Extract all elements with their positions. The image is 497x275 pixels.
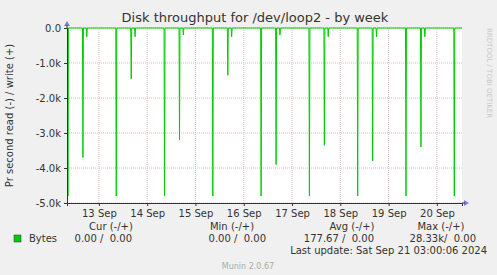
y-tick-label: 0.0: [45, 23, 61, 34]
stats-value: 0.00 / 0.00: [209, 233, 266, 244]
grid-line-x: [436, 28, 437, 203]
x-tick-label: 17 Sep: [275, 208, 310, 219]
grid-line-x: [340, 28, 341, 203]
y-axis-title: Pr second read (-) / write (+): [4, 44, 15, 187]
x-tick-mark: [389, 203, 390, 206]
grid-line-y: [67, 168, 462, 169]
stats-value: 28.33k/ 0.00: [410, 233, 476, 244]
x-tick-label: 19 Sep: [372, 208, 407, 219]
x-tick: 15 Sep: [179, 203, 214, 219]
x-axis: 13 Sep 14 Sep 15 Sep 16 Sep 17 Sep 18 Sep 19 S…: [68, 203, 463, 219]
x-tick: 17 Sep: [275, 203, 310, 219]
x-tick-mark: [340, 203, 341, 206]
background: [0, 0, 497, 275]
grid-line-x: [388, 28, 389, 203]
grid-line-x: [243, 28, 244, 203]
x-tick: 19 Sep: [372, 203, 407, 219]
watermark: RRDTOOL / TOBI OETIKER: [485, 28, 493, 118]
plot: [67, 28, 462, 196]
x-tick-label: 13 Sep: [82, 208, 117, 219]
x-tick-mark: [437, 203, 438, 206]
legend-label: Bytes: [29, 233, 57, 244]
y-tick-label: -3.0k: [36, 128, 62, 139]
grid: [67, 28, 462, 203]
y-tick: -3.0k: [36, 128, 67, 139]
stats-value: 0.00 / 0.00: [75, 233, 132, 244]
y-tick-label: -1.0k: [36, 58, 62, 69]
x-tick-mark: [195, 203, 196, 206]
y-tick-label: -4.0k: [36, 163, 62, 174]
y-tick: -5.0k: [36, 198, 67, 209]
last-update: Last update: Sat Sep 21 03:00:06 2024: [290, 245, 487, 256]
grid-line-y: [67, 98, 462, 99]
x-tick: 20 Sep: [420, 203, 455, 219]
y-tick: -4.0k: [36, 163, 67, 174]
y-tick: 0.0: [45, 23, 67, 34]
x-tick-label: 15 Sep: [179, 208, 214, 219]
series-line: [67, 28, 462, 196]
stats-header: Max (-/+): [417, 221, 464, 232]
grid-line-x: [195, 28, 196, 203]
x-tick-mark: [147, 203, 148, 206]
x-axis-line: [68, 204, 463, 207]
legend-swatch: [14, 235, 21, 242]
x-tick-label: 14 Sep: [130, 208, 165, 219]
y-tick: -1.0k: [36, 58, 67, 69]
y-tick-mark: [64, 168, 67, 169]
stats-header: Cur (-/+): [89, 221, 133, 232]
y-tick-label: -5.0k: [36, 198, 62, 209]
chart: 0.0 -1.0k -2.0k -3.0k -4.0k -5.0k 13 Sep 14 Sep…: [0, 0, 497, 275]
grid-line-y: [67, 133, 462, 134]
x-tick-mark: [99, 203, 100, 206]
y-tick-mark: [64, 133, 67, 134]
x-tick: 18 Sep: [323, 203, 358, 219]
title: Disk throughput for /dev/loop2 - by week: [122, 10, 389, 25]
grid-line-x: [98, 28, 99, 203]
grid-line-y: [67, 63, 462, 64]
x-tick-label: 20 Sep: [420, 208, 455, 219]
stats-header: Avg (-/+): [330, 221, 375, 232]
x-tick: 14 Sep: [130, 203, 165, 219]
y-tick: -2.0k: [36, 93, 67, 104]
y-tick-mark: [64, 63, 67, 64]
y-tick-label: -2.0k: [36, 93, 62, 104]
stats-value: 177.67 / 0.00: [304, 233, 374, 244]
footer: Munin 2.0.67: [222, 262, 274, 271]
x-tick-label: 16 Sep: [227, 208, 262, 219]
x-tick: 13 Sep: [82, 203, 117, 219]
grid-line-x: [292, 28, 293, 203]
x-tick-label: 18 Sep: [323, 208, 358, 219]
y-tick-mark: [64, 98, 67, 99]
x-tick-mark: [292, 203, 293, 206]
grid-line-x: [147, 28, 148, 203]
x-tick-mark: [244, 203, 245, 206]
y-tick-mark: [64, 28, 67, 29]
plot-area: [67, 28, 462, 203]
x-tick: 16 Sep: [227, 203, 262, 219]
x-axis-extension: [462, 203, 465, 204]
y-tick-mark: [64, 203, 67, 204]
stats-header: Min (-/+): [210, 221, 254, 232]
y-axis-extension: [67, 25, 68, 28]
y-axis-line: [64, 29, 68, 204]
y-axis: 0.0 -1.0k -2.0k -3.0k -4.0k -5.0k: [36, 23, 68, 209]
